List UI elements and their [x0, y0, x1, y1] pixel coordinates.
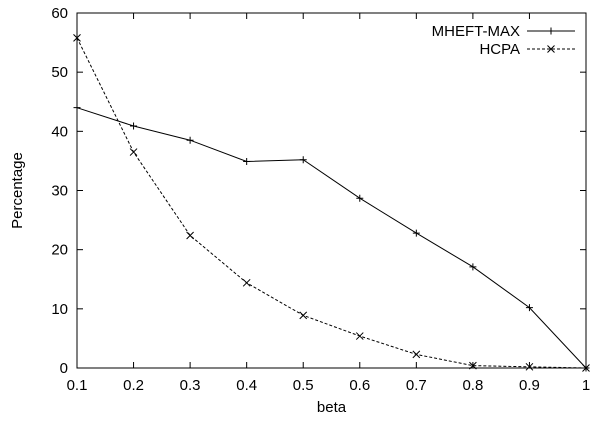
data-point-hcpa: [412, 350, 421, 359]
data-point-hcpa: [242, 278, 251, 287]
legend-marker-mheft-max: [547, 27, 555, 35]
x-tick-label: 0.8: [462, 377, 483, 394]
y-tick-label: 0: [60, 360, 68, 377]
x-tick-label: 0.2: [123, 377, 144, 394]
data-point-mheft-max: [525, 304, 533, 312]
legend-entry-hcpa: HCPA: [479, 41, 575, 58]
x-tick-label: 0.9: [519, 377, 540, 394]
series-line-hcpa: [76, 37, 587, 369]
data-point-hcpa: [525, 362, 534, 371]
x-tick-label: 0.6: [349, 377, 370, 394]
data-point-mheft-max: [412, 229, 420, 237]
data-point-hcpa: [299, 311, 308, 320]
series-mheft-max: [73, 104, 590, 372]
data-point-hcpa: [469, 361, 477, 370]
y-tick-label: 20: [51, 242, 68, 259]
y-tick-label: 50: [51, 64, 68, 81]
data-point-mheft-max: [356, 194, 364, 202]
x-tick-label: 0.5: [293, 377, 314, 394]
legend-marker-hcpa: [547, 45, 555, 53]
y-axis-title: Percentage: [9, 152, 26, 229]
plot-frame: [76, 12, 587, 369]
data-point-mheft-max: [299, 156, 307, 164]
legend-label-mheft-max: MHEFT-MAX: [432, 23, 520, 40]
x-tick-label: 0.1: [67, 377, 88, 394]
y-tick-label: 10: [51, 301, 68, 318]
x-tick-label: 0.4: [236, 377, 257, 394]
data-point-hcpa: [73, 33, 81, 42]
data-point-mheft-max: [73, 104, 81, 112]
series-layer: [73, 33, 590, 372]
x-tick-label: 0.7: [406, 377, 427, 394]
data-point-hcpa: [582, 364, 590, 372]
data-point-mheft-max: [186, 136, 194, 144]
data-point-mheft-max: [130, 122, 138, 130]
ticks: 0.1 0.2 0.3 0.4 0.5 0.6 0.7 0.8 0.9 1010203040506…: [51, 5, 590, 394]
series-line-mheft-max: [76, 107, 587, 369]
axes: [76, 12, 587, 369]
data-point-hcpa: [355, 332, 364, 340]
data-point-hcpa: [129, 148, 138, 156]
y-tick-label: 40: [51, 123, 68, 140]
legend-entry-mheft-max: MHEFT-MAX: [432, 23, 575, 40]
data-point-mheft-max: [469, 263, 477, 271]
legend-label-hcpa: HCPA: [479, 41, 520, 58]
x-tick-label: 0.3: [180, 377, 201, 394]
x-axis-title: beta: [317, 399, 347, 416]
x-tick-label: 1: [582, 377, 590, 394]
data-point-mheft-max: [243, 158, 251, 166]
y-tick-label: 30: [51, 183, 68, 200]
data-point-hcpa: [186, 231, 194, 240]
series-hcpa: [73, 33, 590, 372]
y-tick-label: 60: [51, 5, 68, 22]
